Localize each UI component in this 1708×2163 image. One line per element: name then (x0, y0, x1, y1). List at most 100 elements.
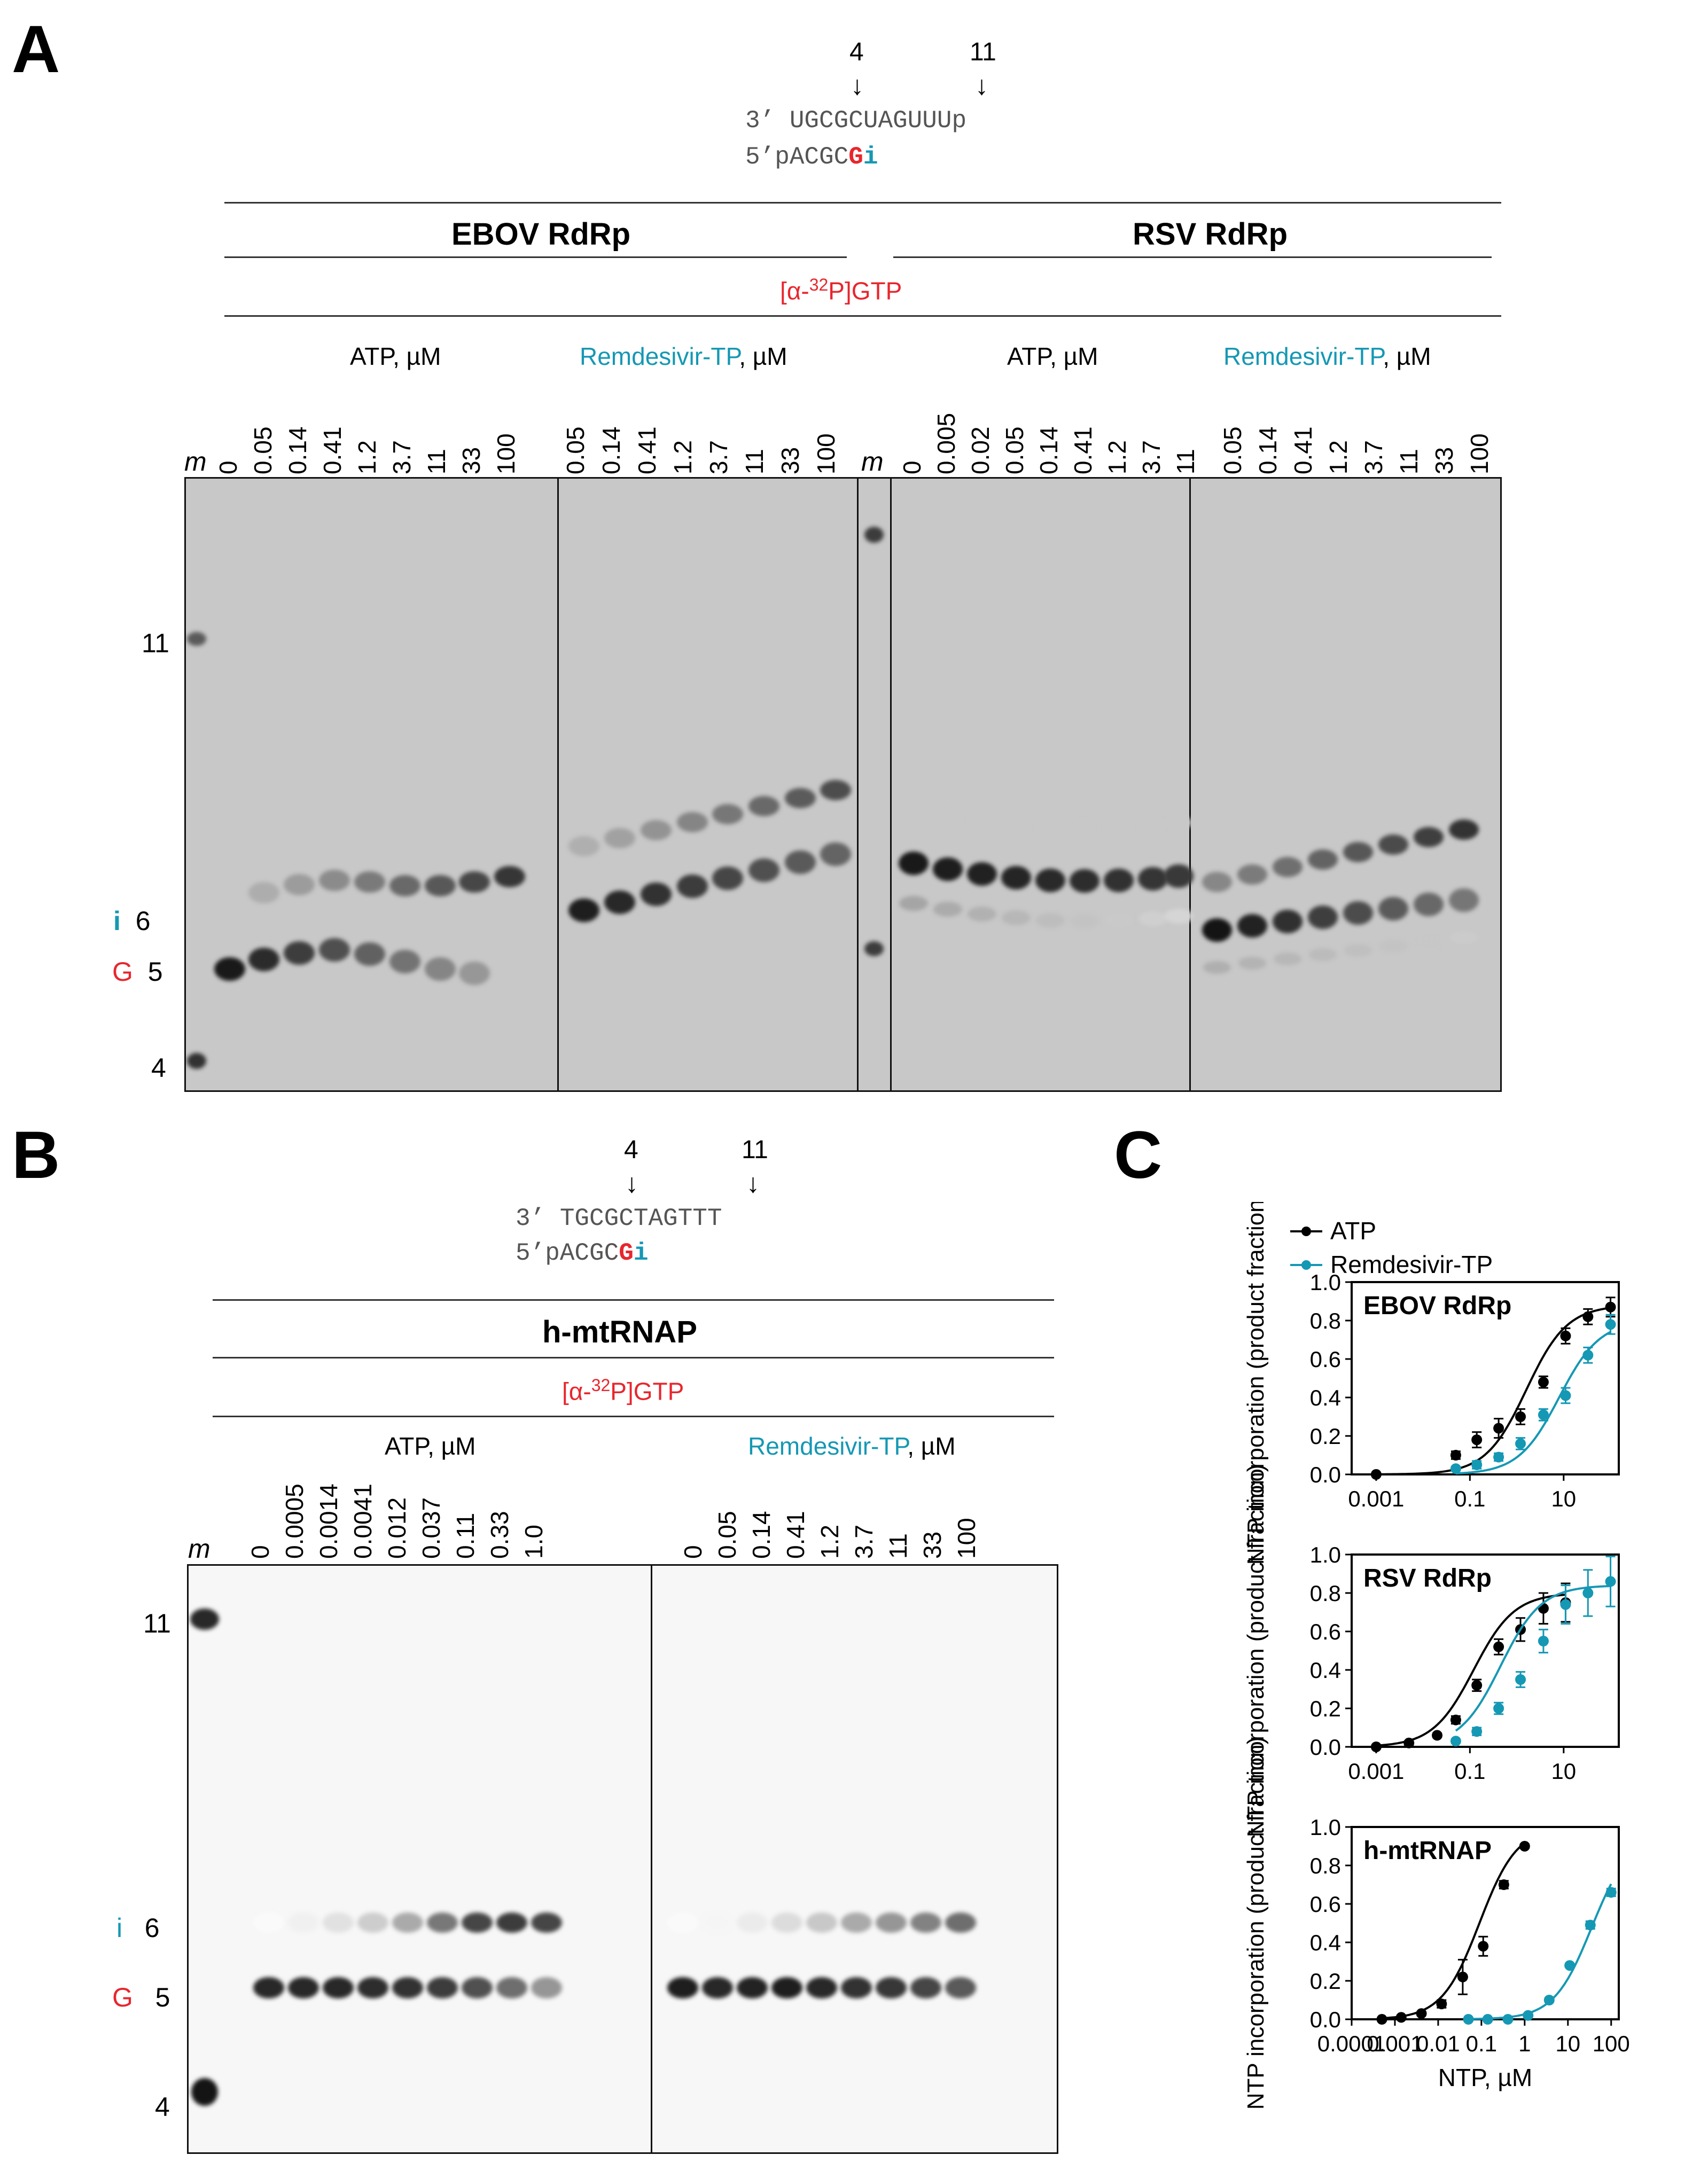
gel-band (1164, 909, 1193, 924)
arrow-label-11: 11 (970, 38, 996, 66)
lane-label: 3.7 (1137, 440, 1165, 474)
gel-band (677, 874, 708, 898)
lane-label: 1.2 (1324, 440, 1352, 474)
group-title-rsv: RSV RdRp (1133, 217, 1288, 252)
data-point (1605, 1576, 1616, 1587)
gel-band (1002, 910, 1031, 926)
gel-band (841, 1977, 872, 1998)
marker-label: m (188, 1534, 210, 1564)
lane-separator (557, 479, 559, 1090)
lane-separator (1189, 479, 1191, 1090)
gel-band (1202, 918, 1232, 942)
lane-label: 0.14 (1035, 426, 1063, 474)
gel-band (820, 780, 851, 800)
gel-band (968, 907, 996, 922)
gel-band (1203, 961, 1231, 974)
data-point (1436, 1998, 1447, 2010)
marker-label: m (861, 447, 884, 477)
data-point (1523, 2010, 1534, 2021)
gel-band (1237, 864, 1267, 885)
data-point (1493, 1451, 1504, 1463)
gel-band (1164, 864, 1194, 888)
gel-band (910, 1912, 941, 1933)
gel-band (568, 836, 599, 856)
lane-label: 0.14 (597, 426, 625, 474)
legend-label-remdesivir: Remdesivir-TP (1330, 1251, 1493, 1278)
y-tick-label: 0.4 (1310, 1930, 1341, 1955)
gel-band (899, 896, 928, 911)
gel-band (1414, 893, 1444, 916)
marker-label: m (184, 447, 207, 477)
gel-band (667, 1912, 698, 1933)
chart-title: h-mtRNAP (1363, 1837, 1492, 1865)
radiolabel: [α-32P]GTP (562, 1376, 684, 1405)
gel-band (667, 1977, 698, 1998)
lane-separator (857, 479, 859, 1090)
gel-band (248, 948, 279, 971)
data-point (1482, 2014, 1493, 2025)
data-point (1471, 1726, 1483, 1737)
gel-band (284, 874, 315, 895)
gel-band (876, 1912, 907, 1933)
gel-band (1414, 827, 1444, 847)
data-point (1538, 1636, 1549, 1646)
y-tick-label: 0.4 (1310, 1385, 1341, 1410)
gel-image-b (187, 1564, 1058, 2154)
gel-band (1070, 913, 1099, 929)
gel-band (933, 901, 962, 917)
data-point (1432, 1730, 1443, 1741)
y-tick-label: 0.6 (1310, 1892, 1341, 1917)
gel-band (748, 796, 779, 816)
gel-band (462, 1977, 493, 1998)
x-tick-label: 0.001 (1367, 2031, 1423, 2056)
header-hmt-atp: ATP, µM (385, 1432, 476, 1460)
gel-band (1273, 910, 1303, 933)
lane-label: 0.05 (249, 426, 277, 474)
gel-band (1379, 940, 1407, 952)
marker-band (191, 2078, 218, 2106)
gel-band (1309, 948, 1337, 961)
gel-band (604, 891, 635, 914)
down-arrow-icon: ↓ (851, 71, 864, 100)
divider (224, 202, 1501, 204)
gel-band (1237, 914, 1267, 938)
size-label-4: 4 (151, 1053, 166, 1083)
header-rsv-remdesivir: Remdesivir-TP, µM (1223, 342, 1431, 370)
x-tick-label: 0.0001 (1317, 2031, 1386, 2056)
data-point (1416, 2008, 1427, 2019)
gel-band (427, 1977, 458, 1998)
gel-band (1343, 842, 1373, 862)
x-tick-label: 0.1 (1454, 1759, 1485, 1784)
gel-band (641, 820, 672, 840)
y-tick-label: 0.0 (1310, 2007, 1341, 2032)
lane-label: 0.0014 (315, 1483, 342, 1559)
size-label-6: i 6 (116, 1913, 160, 1943)
chart-1: 0.0 0.2 0.4 0.6 0.8 1.0 0.001 0.1 10 NTP incorpor… (1243, 1464, 1620, 1837)
data-point (1376, 2014, 1387, 2025)
gel-band (1001, 866, 1031, 890)
fit-curve (1376, 1307, 1611, 1475)
header-rsv-atp: ATP, µM (1007, 342, 1098, 370)
lane-label: 3.7 (1360, 440, 1387, 474)
gel-band (1138, 866, 1168, 891)
data-point (1560, 1599, 1571, 1610)
gel-band (771, 1912, 802, 1933)
lane-label: 33 (457, 447, 485, 474)
marker-band (190, 1608, 219, 1630)
gel-band (806, 1977, 837, 1998)
data-point (1450, 1463, 1461, 1474)
y-axis-label: NTP incorporation (product fraction) (1243, 1737, 1269, 2110)
data-point (1605, 1319, 1616, 1330)
data-point (1450, 1736, 1461, 1747)
size-label-4: 4 (155, 2092, 170, 2122)
size-label-5: G 5 (112, 957, 163, 987)
gel-band (496, 1912, 527, 1933)
y-tick-label: 0.6 (1310, 1619, 1341, 1644)
lane-label: 0.41 (318, 426, 346, 474)
lane-label: 100 (953, 1518, 980, 1559)
gel-band (459, 871, 490, 893)
lane-label: 33 (918, 1531, 946, 1559)
gel-band (1273, 857, 1303, 877)
divider (213, 1416, 1054, 1417)
